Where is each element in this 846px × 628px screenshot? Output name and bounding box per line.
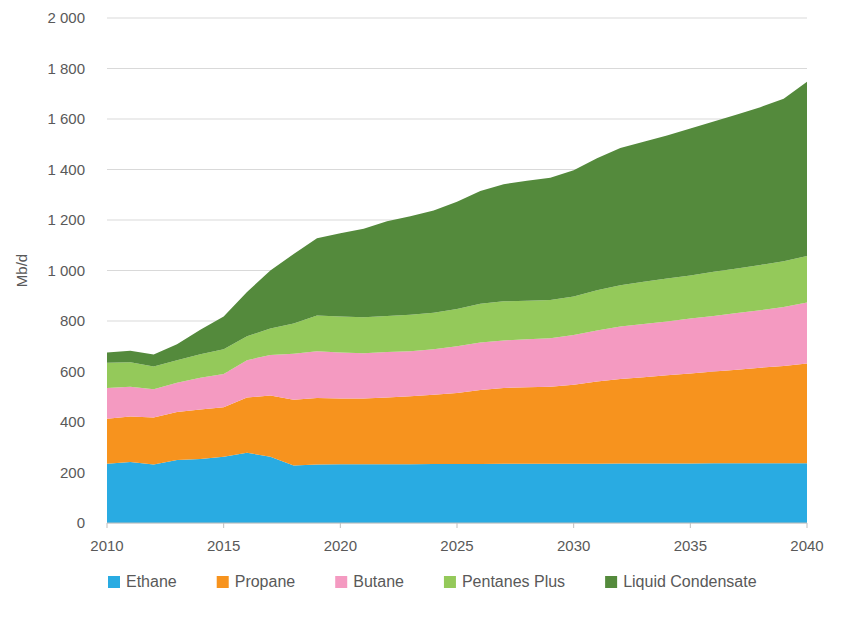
x-tick-label: 2025 [440,537,473,554]
y-tick-label: 200 [60,464,85,481]
y-tick-label: 400 [60,413,85,430]
legend-swatch [444,576,456,588]
areas [107,82,807,523]
y-tick-label: 800 [60,312,85,329]
legend-swatch [108,576,120,588]
grid [107,18,807,523]
legend: Ethane Propane Butane Pentanes Plus Liquid C… [108,573,757,590]
y-tick-label: 1 800 [47,60,85,77]
x-tick [107,523,108,528]
legend-swatch [605,576,617,588]
legend-label: Liquid Condensate [623,573,757,590]
x-tick [573,523,574,528]
x-tick [807,523,808,528]
x-tick-label: 2030 [557,537,590,554]
x-tick-label: 2015 [207,537,240,554]
y-tick-label: 0 [77,514,85,531]
x-tick-label: 2010 [90,537,123,554]
x-tick [457,523,458,528]
x-tick [690,523,691,528]
area [107,82,807,367]
y-tick-label: 2 000 [47,9,85,26]
legend-label: Butane [353,573,404,590]
y-axis-label: Mb/d [13,254,30,287]
x-tick-label: 2040 [790,537,823,554]
legend-swatch [335,576,347,588]
legend-swatch [217,576,229,588]
x-tick [340,523,341,528]
y-tick-label: 1 400 [47,161,85,178]
x-tick-label: 2020 [324,537,357,554]
x-tick [223,523,224,528]
grid-line [107,68,807,69]
y-tick-label: 600 [60,363,85,380]
legend-label: Ethane [126,573,177,590]
y-tick-label: 1 000 [47,262,85,279]
grid-line [107,119,807,120]
legend-label: Pentanes Plus [462,573,565,590]
chart: 0 200 400 600 800 1 000 1 200 1 400 1 600 1 800 2 … [0,0,846,628]
x-tick-label: 2035 [674,537,707,554]
y-tick-label: 1 600 [47,110,85,127]
y-tick-label: 1 200 [47,211,85,228]
grid-line [107,18,807,19]
legend-label: Propane [235,573,296,590]
